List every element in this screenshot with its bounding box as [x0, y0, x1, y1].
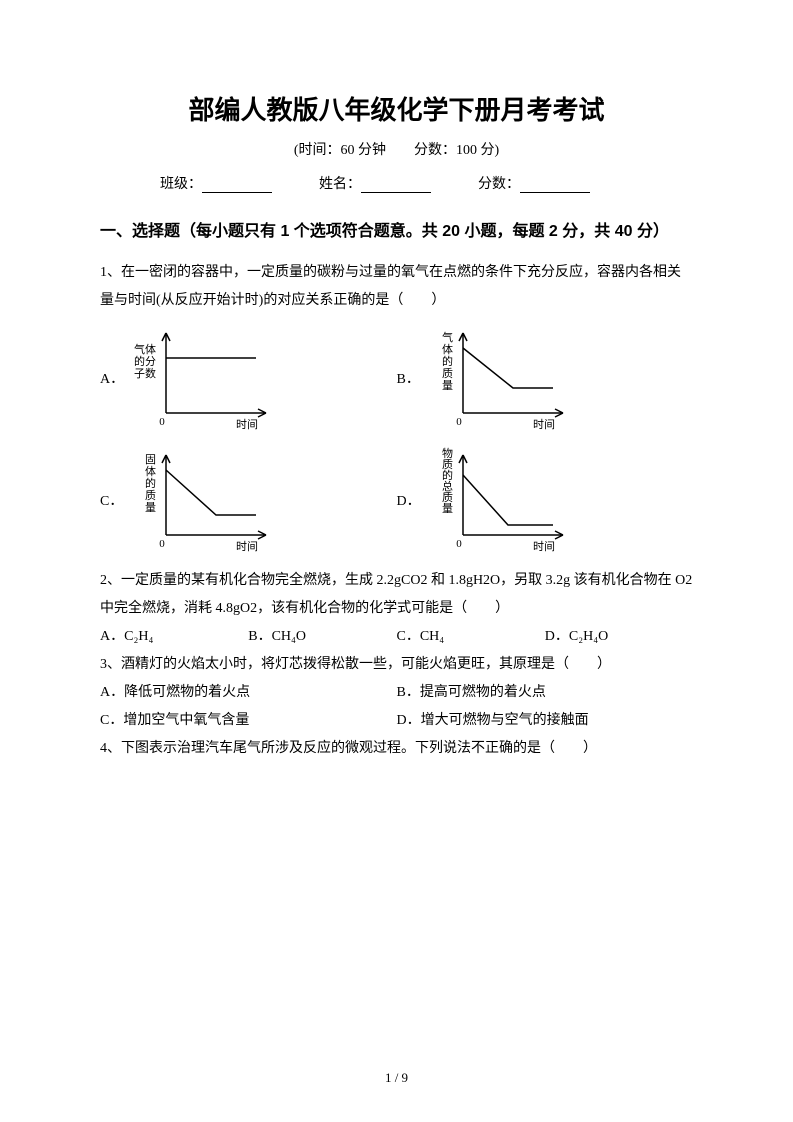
- q1-chart-D: D． 物质的总质量 0 时间: [397, 445, 694, 555]
- q2-text: 2、一定质量的某有机化合物完全燃烧，生成 2.2gCO2 和 1.8gH2O，另…: [100, 567, 693, 623]
- q2-options: A．C₂H₄ B．CH₄O C．CH₄ D．C₂H₄O: [100, 623, 693, 651]
- q1-label-D: D．: [397, 490, 423, 510]
- q3-text: 3、酒精灯的火焰太小时，将灯芯拨得松散一些，可能火焰更旺，其原理是（ ）: [100, 651, 693, 679]
- chart-xlabel: 时间: [533, 418, 555, 431]
- q3-opt-A: A．降低可燃物的着火点: [100, 679, 397, 707]
- q2-opt-A: A．C₂H₄: [100, 623, 248, 651]
- chart-xlabel: 时间: [236, 540, 258, 553]
- chart-xlabel: 时间: [533, 540, 555, 553]
- name-blank: [361, 177, 431, 193]
- q1-label-B: B．: [397, 368, 423, 388]
- chart-xlabel: 时间: [236, 418, 258, 431]
- name-label: 姓名：: [319, 177, 361, 192]
- q1-chart-B: B． 气体的质量 0 时间: [397, 323, 694, 433]
- q2-opt-D: D．C₂H₄O: [545, 623, 693, 651]
- q1-chart-row-1: A． 气体的分子数 0 时间 B． 气体的质量 0: [100, 323, 693, 433]
- q2-opt-B: B．CH₄O: [248, 623, 396, 651]
- q4-text: 4、下图表示治理汽车尾气所涉及反应的微观过程。下列说法不正确的是（ ）: [100, 735, 693, 763]
- q1-chart-C: C． 固体的质量 0 时间: [100, 445, 397, 555]
- chart-ylabel: 固体的质量: [145, 453, 156, 514]
- chart-origin: 0: [456, 416, 462, 428]
- section-1-heading: 一、选择题（每小题只有 1 个选项符合题意。共 20 小题，每题 2 分，共 4…: [100, 213, 693, 251]
- score-blank: [520, 177, 590, 193]
- page-subtitle: (时间：60 分钟 分数：100 分): [100, 139, 693, 159]
- chart-ylabel: 物质的总质量: [442, 446, 453, 515]
- q3-opt-C: C．增加空气中氧气含量: [100, 707, 397, 735]
- q1-label-C: C．: [100, 490, 126, 510]
- q3-opt-B: B．提高可燃物的着火点: [397, 679, 694, 707]
- class-blank: [202, 177, 272, 193]
- q3-opt-D: D．增大可燃物与空气的接触面: [397, 707, 694, 735]
- q1-text: 1、在一密闭的容器中，一定质量的碳粉与过量的氧气在点燃的条件下充分反应，容器内各…: [100, 259, 693, 315]
- page-number: 1 / 9: [0, 1070, 793, 1086]
- q1-chart-B-svg: 气体的质量 0 时间: [423, 323, 583, 433]
- q1-chart-row-2: C． 固体的质量 0 时间 D． 物质的总质量 0: [100, 445, 693, 555]
- info-line: 班级： 姓名： 分数：: [100, 173, 693, 193]
- chart-origin: 0: [456, 538, 462, 550]
- q1-chart-C-svg: 固体的质量 0 时间: [126, 445, 286, 555]
- q1-label-A: A．: [100, 368, 126, 388]
- q2-opt-C: C．CH₄: [397, 623, 545, 651]
- chart-origin: 0: [159, 416, 165, 428]
- q1-chart-D-svg: 物质的总质量 0 时间: [423, 445, 583, 555]
- chart-ylabel: 气体的质量: [442, 330, 453, 392]
- class-label: 班级：: [160, 177, 202, 192]
- q1-chart-A-svg: 气体的分子数 0 时间: [126, 323, 286, 433]
- chart-ylabel: 气体的分子数: [134, 342, 156, 380]
- chart-origin: 0: [159, 538, 165, 550]
- q3-options-2: C．增加空气中氧气含量 D．增大可燃物与空气的接触面: [100, 707, 693, 735]
- score-label: 分数：: [478, 177, 520, 192]
- q3-options-1: A．降低可燃物的着火点 B．提高可燃物的着火点: [100, 679, 693, 707]
- q1-chart-A: A． 气体的分子数 0 时间: [100, 323, 397, 433]
- page-title: 部编人教版八年级化学下册月考考试: [100, 90, 693, 127]
